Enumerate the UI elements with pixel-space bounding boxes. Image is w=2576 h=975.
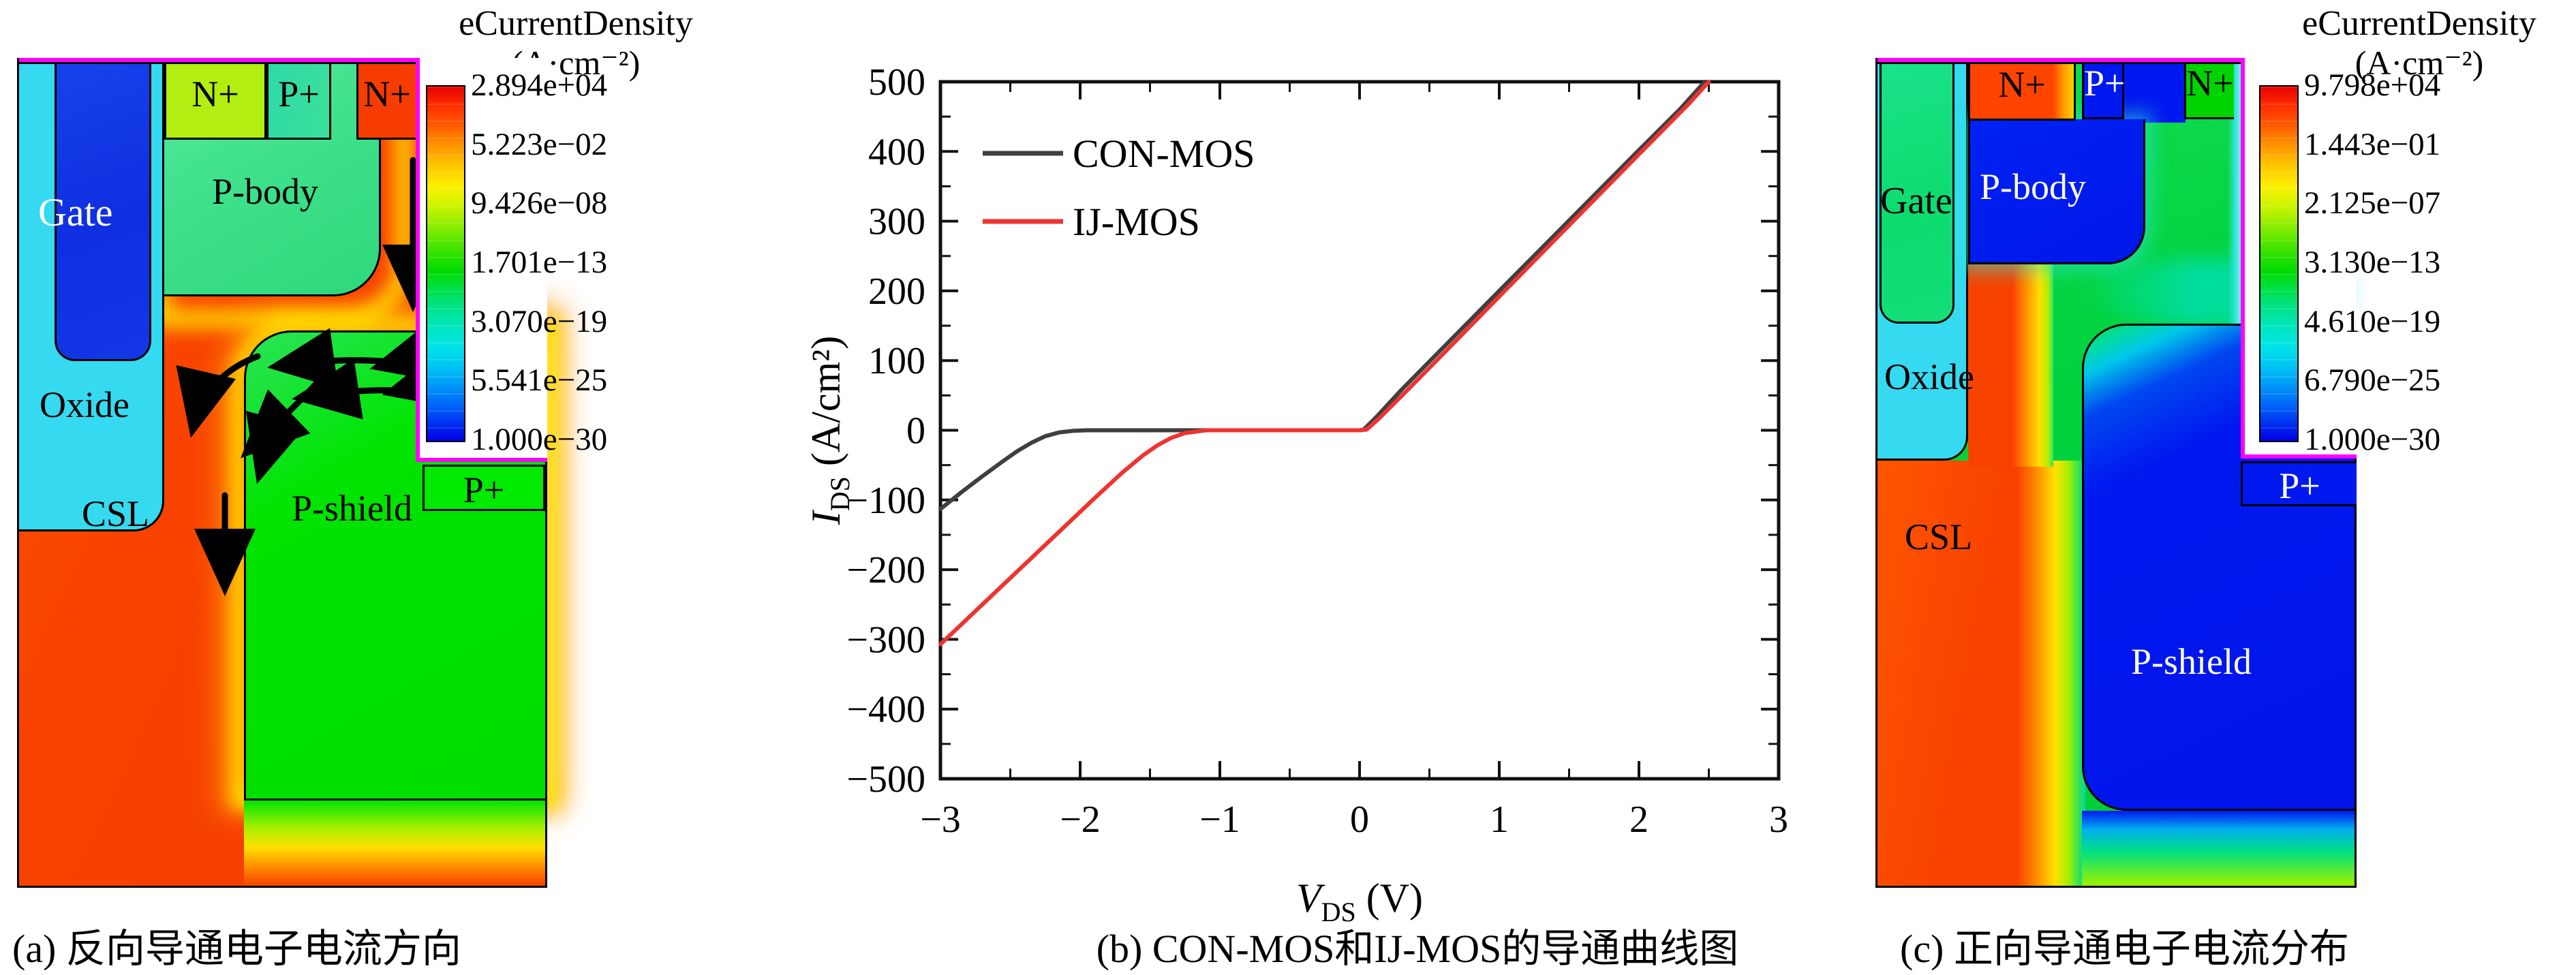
region-p-plus-top-c: P+ bbox=[2082, 58, 2126, 119]
n-plus-left-label-a: N+ bbox=[191, 74, 239, 114]
colorbar-value: 4.610e−19 bbox=[2304, 303, 2441, 339]
colorbar-value: 9.798e+04 bbox=[2304, 67, 2441, 103]
p-shield-underglow-a bbox=[244, 801, 547, 886]
x-tick-label: −3 bbox=[920, 799, 961, 841]
magenta-top-border-c bbox=[1877, 58, 2241, 62]
n-plus-left-label-c: N+ bbox=[1998, 64, 2046, 105]
region-gate-a bbox=[55, 58, 151, 361]
p-shield-underglow-c bbox=[2082, 811, 2357, 886]
oxide-label-c: Oxide bbox=[1884, 356, 1974, 397]
colorbar-value: 1.443e−01 bbox=[2304, 126, 2441, 162]
oxide-label-a: Oxide bbox=[40, 384, 129, 425]
right-black-border-c bbox=[2355, 459, 2357, 886]
colorbar-value: 2.894e+04 bbox=[471, 67, 608, 103]
colorbar-title-a-text: eCurrentDensity bbox=[459, 4, 693, 43]
device-panel-c: N+ P+ N+ Gate Oxide CSL P-body P-shield … bbox=[1875, 58, 2440, 888]
colorbar-value: 5.223e−02 bbox=[471, 126, 608, 162]
x-tick-label: 0 bbox=[1350, 799, 1369, 841]
plot-frame bbox=[938, 80, 1781, 781]
colorbar-title-c: eCurrentDensity (A·cm⁻²) bbox=[2228, 4, 2576, 82]
y-tick-label: −300 bbox=[846, 619, 925, 661]
x-tick-label: 2 bbox=[1629, 799, 1649, 841]
y-tick-label: 300 bbox=[868, 201, 925, 243]
y-tick-label: 200 bbox=[868, 270, 925, 313]
p-body-top-extension-c bbox=[2124, 58, 2186, 123]
tick-labels: −3 −2 −1 0 1 2 3 −500 −400 −300 −200 −100 0 100 200 300… bbox=[846, 61, 1788, 841]
colorbar-c bbox=[2259, 85, 2299, 442]
x-tick-label: 3 bbox=[1769, 799, 1788, 841]
top-black-border-c bbox=[1877, 62, 2241, 64]
gate-label-a: Gate bbox=[38, 190, 113, 234]
csl-label-c: CSL bbox=[1905, 516, 1973, 557]
region-gate-c bbox=[1880, 58, 1954, 324]
region-csl-c bbox=[1877, 461, 2024, 886]
iv-chart: −3 −2 −1 0 1 2 3 −500 −400 −300 −200 −100 0 100 200 300… bbox=[797, 41, 1901, 927]
y-tick-label: 0 bbox=[906, 410, 925, 452]
colorbar-values-a: 2.894e+04 5.223e−02 9.426e−08 1.701e−13 3.07… bbox=[471, 67, 696, 457]
device-panel-a: N+ P+ N+ Gate Oxide CSL P-body P-shield bbox=[17, 58, 607, 888]
caption-b: (b) CON-MOS和IJ-MOS的导通曲线图 bbox=[1096, 927, 1739, 971]
y-tick-label: 400 bbox=[868, 131, 925, 173]
y-tick-label: −200 bbox=[846, 549, 925, 591]
p-plus-side-label-c: P+ bbox=[2279, 465, 2320, 506]
colorbar-title-a: eCurrentDensity (A·cm⁻²) bbox=[382, 4, 770, 82]
colorbar-value: 9.426e−08 bbox=[471, 185, 608, 221]
y-tick-label: −100 bbox=[846, 480, 925, 522]
p-body-label-a: P-body bbox=[212, 171, 319, 212]
n-plus-right-label-a: N+ bbox=[363, 74, 411, 114]
colorbar-unit-c: (A·cm⁻²) bbox=[2355, 44, 2484, 82]
colorbar-value: 1.701e−13 bbox=[471, 245, 608, 280]
p-plus-top-label-a: P+ bbox=[278, 74, 320, 114]
legend-entry: CON-MOS bbox=[1073, 131, 1255, 176]
y-tick-label: 100 bbox=[868, 340, 925, 382]
region-n-plus-left-c: N+ bbox=[1968, 58, 2076, 121]
caption-c: (c) 正向导通电子电流分布 bbox=[1900, 927, 2349, 971]
gate-label-c: Gate bbox=[1880, 180, 1952, 222]
region-p-plus-side-c: P+ bbox=[2241, 461, 2357, 506]
series-CON-MOS bbox=[938, 80, 1707, 512]
iv-chart-svg: −3 −2 −1 0 1 2 3 −500 −400 −300 −200 −100 0 100 200 300… bbox=[803, 61, 1788, 927]
colorbar-a bbox=[426, 85, 465, 442]
legend-entry: IJ-MOS bbox=[1073, 200, 1200, 244]
colorbar-value: 1.000e−30 bbox=[2304, 422, 2441, 457]
colorbar-value: 6.790e−25 bbox=[2304, 362, 2441, 399]
colorbar-value: 1.000e−30 bbox=[471, 422, 608, 457]
right-black-border-a bbox=[545, 462, 547, 886]
region-n-plus-right-a: N+ bbox=[356, 58, 416, 140]
y-tick-label: 500 bbox=[868, 61, 925, 104]
magenta-top-border-a bbox=[19, 58, 416, 62]
colorbar-value: 3.070e−19 bbox=[471, 303, 608, 339]
colorbar-value: 2.125e−07 bbox=[2304, 185, 2441, 221]
x-axis-title: VDS (V) bbox=[1296, 876, 1423, 927]
region-n-plus-right-c: N+ bbox=[2184, 58, 2234, 119]
csl-label-a: CSL bbox=[82, 493, 150, 534]
colorbar-value: 5.541e−25 bbox=[471, 362, 608, 399]
region-p-plus-side-a: P+ bbox=[423, 465, 545, 511]
region-p-plus-top-a: P+ bbox=[266, 58, 331, 140]
region-p-body-c bbox=[1968, 119, 2145, 264]
channel-spread-c bbox=[1968, 249, 2053, 467]
p-shield-label-a: P-shield bbox=[292, 488, 413, 529]
y-tick-label: −400 bbox=[846, 689, 925, 731]
p-shield-label-c: P-shield bbox=[2131, 641, 2252, 682]
caption-a: (a) 反向导通电子电流方向 bbox=[12, 927, 461, 971]
p-plus-side-label-a: P+ bbox=[463, 469, 505, 510]
region-n-plus-left-a: N+ bbox=[164, 58, 266, 140]
p-body-label-c: P-body bbox=[1980, 166, 2087, 207]
x-tick-label: −1 bbox=[1199, 799, 1240, 841]
csl-rainbow-edge-c bbox=[2017, 461, 2085, 886]
x-tick-label: −2 bbox=[1060, 799, 1101, 841]
top-black-border-a bbox=[19, 62, 416, 64]
y-tick-label: −500 bbox=[846, 758, 925, 801]
colorbar-values-c: 9.798e+04 1.443e−01 2.125e−07 3.130e−13 4.61… bbox=[2304, 67, 2536, 457]
y-axis-title: IDS (A/cm²) bbox=[803, 336, 855, 525]
x-tick-label: 1 bbox=[1490, 799, 1509, 841]
colorbar-value: 3.130e−13 bbox=[2304, 245, 2441, 280]
colorbar-title-c-text: eCurrentDensity bbox=[2302, 4, 2536, 43]
series-IJ-MOS bbox=[938, 80, 1711, 647]
n-plus-right-label-c: N+ bbox=[2186, 63, 2234, 104]
p-plus-top-label-c: P+ bbox=[2084, 63, 2126, 104]
